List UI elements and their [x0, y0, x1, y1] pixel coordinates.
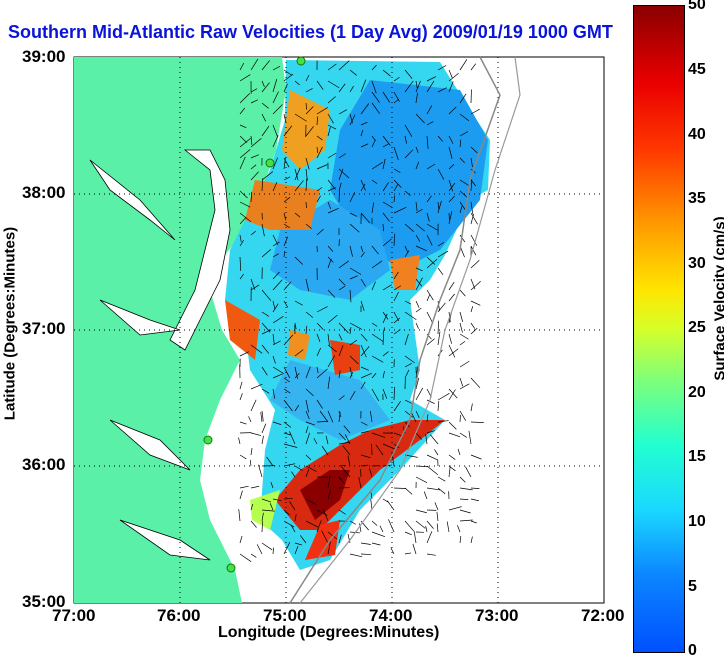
station-marker — [204, 436, 212, 444]
colorbar-tick: 50 — [688, 0, 706, 14]
y-axis-label: Latitude (Degrees:Minutes) — [2, 214, 19, 434]
x-tick-label: 77:00 — [52, 606, 95, 626]
colorbar-tick: 15 — [688, 448, 706, 466]
colorbar-tick: 30 — [688, 255, 706, 273]
colorbar-tick: 25 — [688, 319, 706, 337]
colorbar-tick: 45 — [688, 61, 706, 79]
map-plot — [0, 0, 632, 659]
x-tick-label: 76:00 — [157, 606, 200, 626]
colorbar-tick: 40 — [688, 126, 706, 144]
colorbar-tick: 5 — [688, 578, 697, 596]
station-marker — [266, 159, 274, 167]
x-tick-label: 73:00 — [475, 606, 518, 626]
colorbar-tick: 35 — [688, 190, 706, 208]
x-tick-label: 75:00 — [263, 606, 306, 626]
colorbar-label: Surface Velocity (cm/s) — [712, 189, 724, 409]
x-tick-label: 74:00 — [369, 606, 412, 626]
x-tick-label: 72:00 — [581, 606, 624, 626]
colorbar-tick: 10 — [688, 513, 706, 531]
y-tick-label: 38:00 — [22, 183, 65, 203]
station-marker — [297, 57, 305, 65]
colorbar-tick: 20 — [688, 384, 706, 402]
y-tick-label: 37:00 — [22, 319, 65, 339]
y-tick-label: 36:00 — [22, 455, 65, 475]
station-marker — [227, 564, 235, 572]
colorbar — [633, 5, 685, 653]
x-axis-label: Longitude (Degrees:Minutes) — [218, 624, 439, 642]
colorbar-tick: 0 — [688, 642, 697, 660]
y-tick-label: 39:00 — [22, 47, 65, 67]
